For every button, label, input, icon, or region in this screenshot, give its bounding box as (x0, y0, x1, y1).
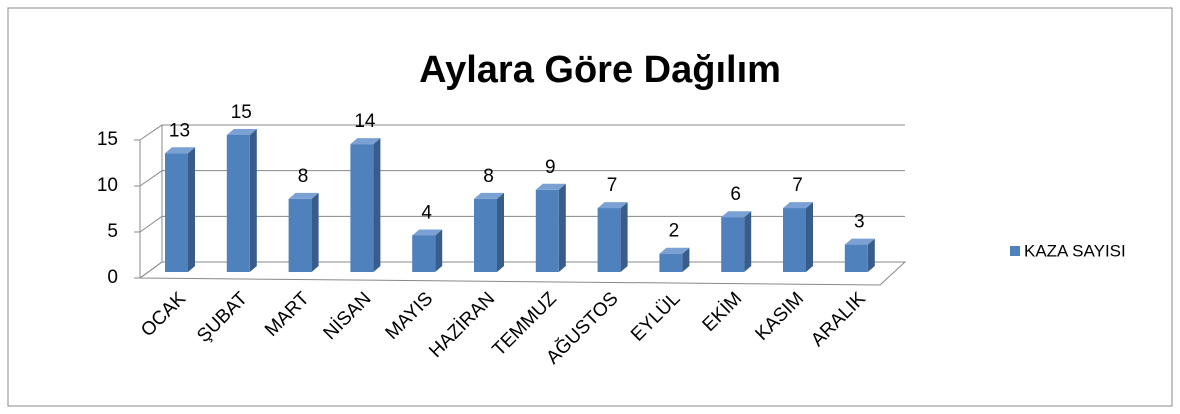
y-tick-label: 5 (107, 221, 118, 242)
bar-top (597, 202, 628, 209)
bar (474, 198, 497, 272)
bar-side (620, 202, 628, 272)
bar-side (806, 202, 813, 272)
bar-top (350, 138, 381, 145)
data-label: 2 (669, 221, 680, 242)
data-label: 9 (545, 157, 556, 178)
data-label: 15 (231, 102, 252, 123)
bar (721, 217, 745, 272)
chart-border (7, 7, 1173, 407)
bar-side (682, 247, 690, 272)
bar-side (558, 183, 566, 272)
bar-top (288, 192, 319, 199)
bar-top (783, 202, 813, 209)
legend-swatch (1010, 246, 1020, 256)
y-tick-label: 0 (107, 267, 118, 288)
legend-label: KAZA SAYISI (1024, 241, 1126, 260)
bar (659, 253, 683, 272)
bar-side (867, 238, 875, 272)
grid-line (139, 261, 905, 279)
bar-side (311, 192, 319, 272)
bar-top (474, 192, 504, 199)
chart-title: Aylara Göre Dağılım (419, 49, 781, 91)
bar-top (226, 129, 257, 135)
bar (783, 208, 806, 272)
bar-side (249, 129, 257, 272)
bar (288, 198, 312, 272)
data-label: 8 (483, 166, 494, 187)
data-label: 6 (730, 184, 741, 205)
bar-side (744, 211, 752, 272)
bar-top (721, 211, 752, 218)
data-label: 3 (854, 212, 865, 233)
y-tick-label: 10 (97, 175, 118, 196)
bar-side (188, 147, 195, 272)
bar (597, 208, 621, 272)
bar-side (373, 138, 381, 272)
data-label: 7 (792, 175, 803, 196)
bar (844, 244, 868, 272)
data-label: 13 (169, 120, 190, 141)
bar-side (497, 192, 504, 272)
bar (226, 135, 250, 272)
data-label: 8 (298, 166, 309, 187)
y-tick-label: 15 (97, 129, 118, 150)
bar-top (844, 238, 875, 245)
grid-line (139, 215, 905, 233)
bar-top (412, 229, 443, 236)
bar (165, 153, 188, 272)
grid-line (139, 170, 905, 187)
bar (535, 189, 559, 272)
grid-line (139, 124, 905, 141)
bar (350, 144, 374, 272)
data-label: 4 (421, 202, 432, 223)
bar-top (165, 147, 195, 154)
data-label: 14 (354, 111, 376, 132)
bar (412, 235, 436, 272)
data-label: 7 (607, 175, 618, 196)
bar-top (659, 247, 690, 254)
bar-side (435, 229, 443, 272)
bar-top (535, 183, 566, 190)
